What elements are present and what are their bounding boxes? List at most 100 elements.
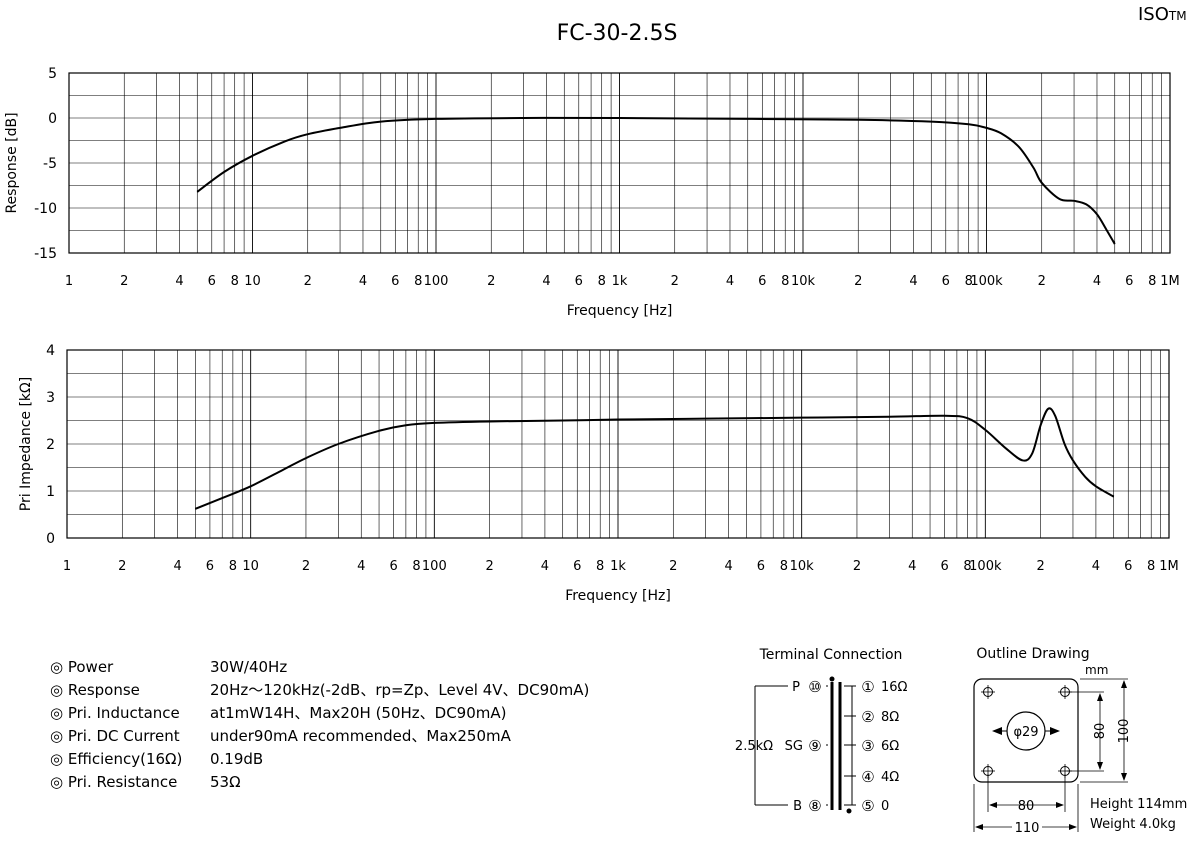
- spec-value: 20Hz～120kHz(-2dB、rp=Zp、Level 4V、DC90mA): [210, 681, 590, 699]
- spec-value: 0.19dB: [210, 750, 264, 768]
- x-tick-label: 2: [485, 559, 493, 574]
- spec-row-power: ◎ Power 30W/40Hz: [50, 656, 589, 679]
- y-tick-label: 0: [46, 531, 55, 547]
- x-tick-label: 8: [780, 559, 788, 574]
- x-tick-label: 2: [671, 274, 679, 289]
- terminal-b-label: B: [793, 799, 802, 814]
- terminal-4-num: ④: [861, 768, 874, 786]
- x-tick-label: 1k: [610, 559, 626, 574]
- x-tick-label: 6: [758, 274, 766, 289]
- x-tick-label: 1M: [1159, 559, 1179, 574]
- x-tick-label: 6: [940, 559, 948, 574]
- outline-height: Height 114mm: [1090, 797, 1187, 812]
- x-tick-label: 2: [120, 274, 128, 289]
- terminal-impedance-label: 2.5kΩ: [735, 739, 773, 754]
- x-tick-label: 2: [118, 559, 126, 574]
- spec-row-efficiency: ◎ Efficiency(16Ω) 0.19dB: [50, 748, 589, 771]
- x-tick-label: 6: [757, 559, 765, 574]
- terminal-b-num: ⑧: [808, 797, 821, 815]
- x-tick-label: 8: [963, 559, 971, 574]
- x-tick-label: 8: [1148, 274, 1156, 289]
- x-axis-label: Frequency [Hz]: [565, 588, 671, 604]
- x-tick-label: 2: [1036, 559, 1044, 574]
- spec-label: ◎ Pri. Resistance: [50, 773, 178, 791]
- y-tick-label: 2: [46, 437, 55, 453]
- terminal-1-num: ①: [861, 678, 874, 696]
- series-line: [195, 407, 1115, 510]
- y-axis-label: Pri Impedance [kΩ]: [18, 377, 34, 511]
- y-tick-label: 0: [48, 111, 57, 127]
- chart-title: FC-30-2.5S: [557, 21, 678, 46]
- outline-weight: Weight 4.0kg: [1090, 817, 1176, 832]
- x-tick-label: 2: [669, 559, 677, 574]
- series-line: [196, 116, 1116, 245]
- x-tick-label: 4: [541, 559, 549, 574]
- x-tick-label: 100: [424, 274, 449, 289]
- spec-value: at1mW14H、Max20H (50Hz、DC90mA): [210, 704, 507, 722]
- terminal-p-num: ⑩: [808, 678, 821, 696]
- x-tick-label: 8: [965, 274, 973, 289]
- spec-row-resistance: ◎ Pri. Resistance 53Ω: [50, 771, 589, 794]
- terminal-3-num: ③: [861, 737, 874, 755]
- x-tick-label: 2: [304, 274, 312, 289]
- x-tick-label: 4: [724, 559, 732, 574]
- spec-label: ◎ Pri. DC Current: [50, 727, 180, 745]
- x-tick-label: 10k: [790, 559, 815, 574]
- x-tick-label: 8: [412, 559, 420, 574]
- terminal-5-num: ⑤: [861, 797, 874, 815]
- spec-label: ◎ Pri. Inductance: [50, 704, 180, 722]
- terminal-connection-diagram: Terminal Connection P ⑩ 2.5kΩ SG ⑨ B ⑧ ①…: [735, 647, 908, 815]
- spec-value: under90mA recommended、Max250mA: [210, 727, 511, 745]
- outline-title: Outline Drawing: [976, 646, 1089, 662]
- x-tick-label: 1k: [612, 274, 628, 289]
- x-tick-label: 4: [1092, 559, 1100, 574]
- x-tick-label: 8: [1147, 559, 1155, 574]
- x-tick-label: 4: [1093, 274, 1101, 289]
- x-tick-label: 6: [573, 559, 581, 574]
- x-tick-label: 4: [173, 559, 181, 574]
- terminal-1-value: 16Ω: [881, 680, 908, 695]
- terminal-3-value: 6Ω: [881, 739, 899, 754]
- spec-value: 30W/40Hz: [210, 658, 288, 676]
- x-tick-label: 6: [389, 559, 397, 574]
- x-tick-label: 2: [487, 274, 495, 289]
- y-tick-label: -10: [34, 201, 57, 217]
- x-tick-label: 6: [1124, 559, 1132, 574]
- terminal-sg-label: SG: [785, 739, 803, 754]
- outline-unit: mm: [1085, 663, 1108, 677]
- terminal-5-value: 0: [881, 799, 889, 814]
- x-tick-label: 4: [908, 559, 916, 574]
- spec-value: 53Ω: [210, 773, 241, 791]
- x-tick-label: 6: [575, 274, 583, 289]
- x-tick-label: 6: [206, 559, 214, 574]
- dim-inner-height: 80: [1093, 723, 1108, 740]
- x-tick-label: 100: [422, 559, 447, 574]
- y-axis-label: Response [dB]: [4, 112, 20, 213]
- x-tick-label: 10: [244, 274, 261, 289]
- y-tick-label: 5: [48, 66, 57, 82]
- x-tick-label: 2: [1038, 274, 1046, 289]
- x-tick-label: 6: [1125, 274, 1133, 289]
- x-tick-label: 4: [542, 274, 550, 289]
- spec-label: ◎ Response: [50, 681, 140, 699]
- x-tick-label: 8: [596, 559, 604, 574]
- x-tick-label: 10: [242, 559, 259, 574]
- terminal-title: Terminal Connection: [759, 647, 903, 663]
- x-tick-label: 2: [854, 274, 862, 289]
- x-tick-label: 8: [231, 274, 239, 289]
- x-axis-label: Frequency [Hz]: [567, 303, 673, 319]
- x-tick-label: 4: [357, 559, 365, 574]
- x-tick-label: 6: [942, 274, 950, 289]
- x-tick-label: 4: [726, 274, 734, 289]
- spec-table: ◎ Power 30W/40Hz ◎ Response 20Hz～120kHz(…: [50, 656, 589, 794]
- x-tick-label: 10k: [791, 274, 816, 289]
- x-tick-label: 1: [63, 559, 71, 574]
- brand-logo: ISOTM: [1138, 4, 1187, 25]
- spec-row-inductance: ◎ Pri. Inductance at1mW14H、Max20H (50Hz、…: [50, 702, 589, 725]
- spec-label: ◎ Power: [50, 658, 114, 676]
- x-tick-label: 2: [853, 559, 861, 574]
- terminal-sg-num: ⑨: [808, 737, 821, 755]
- x-tick-label: 8: [598, 274, 606, 289]
